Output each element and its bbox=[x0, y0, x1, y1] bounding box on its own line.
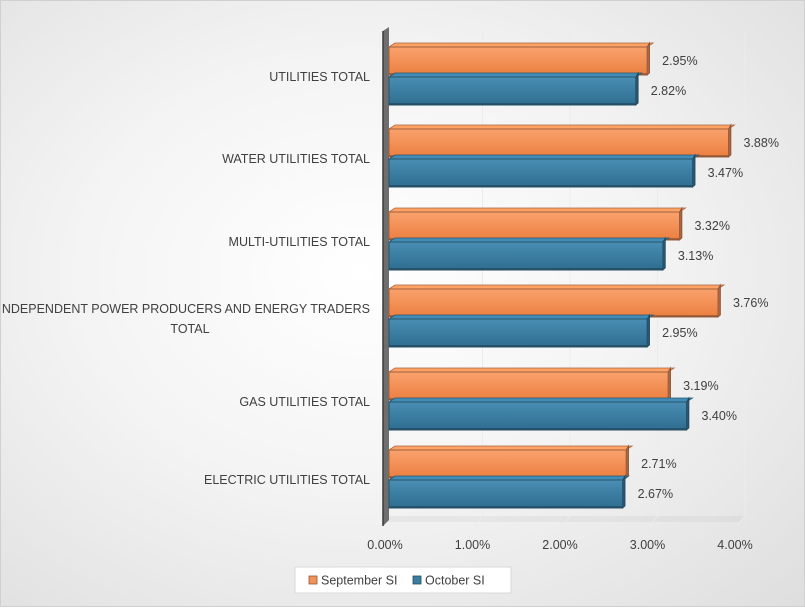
data-label: 3.47% bbox=[708, 166, 743, 180]
data-label: 2.71% bbox=[641, 457, 676, 471]
category-label: GAS UTILITIES TOTAL bbox=[239, 395, 370, 409]
data-label: 3.32% bbox=[695, 219, 730, 233]
bar-september bbox=[387, 283, 726, 318]
bar-top-face bbox=[387, 72, 644, 78]
bar-september bbox=[387, 123, 736, 158]
gridlines bbox=[383, 31, 746, 527]
bar-october bbox=[387, 474, 630, 509]
category-label: WATER UTILITIES TOTAL bbox=[222, 152, 370, 166]
bar-front-face bbox=[388, 288, 719, 318]
bar-top-face bbox=[387, 42, 655, 48]
bar-october bbox=[387, 71, 644, 106]
gridline-floor bbox=[736, 515, 746, 527]
data-label: 3.13% bbox=[678, 249, 713, 263]
bar-october bbox=[387, 153, 700, 188]
bar-september bbox=[387, 366, 676, 401]
category-label: MULTI-UTILITIES TOTAL bbox=[229, 235, 371, 249]
bar-front-face bbox=[388, 76, 637, 106]
data-label: 2.82% bbox=[651, 84, 686, 98]
bar-front-face bbox=[388, 479, 624, 509]
bar-front-face bbox=[388, 158, 694, 188]
bar-front-face bbox=[388, 318, 648, 348]
data-label: 3.76% bbox=[733, 296, 768, 310]
chart-floor bbox=[383, 516, 745, 522]
legend-label: October SI bbox=[425, 574, 485, 588]
bar-front-face bbox=[388, 241, 664, 271]
category-label: UTILITIES TOTAL bbox=[269, 70, 370, 84]
legend-box bbox=[294, 566, 512, 594]
bar-top-face bbox=[387, 237, 671, 243]
data-label: 2.95% bbox=[662, 54, 697, 68]
data-label: 2.67% bbox=[638, 487, 673, 501]
bar-top-face bbox=[387, 397, 694, 403]
bar-top-face bbox=[387, 314, 655, 320]
legend-label: September SI bbox=[321, 574, 397, 588]
x-axis-ticks: 0.00% 1.00% 2.00% 3.00% 4.00% bbox=[367, 538, 752, 552]
legend-swatch bbox=[308, 575, 318, 585]
bar-october bbox=[387, 236, 671, 271]
data-labels: 2.95% 2.82% 3.88% 3.47% 3.32% 3.13% 3.76% 2.95%… bbox=[638, 54, 779, 501]
x-tick-label: 0.00% bbox=[367, 538, 402, 552]
axis-wall bbox=[383, 27, 389, 526]
bar-september bbox=[387, 444, 634, 479]
bar-front-face bbox=[388, 46, 648, 76]
data-label: 2.95% bbox=[662, 326, 697, 340]
data-label: 3.19% bbox=[683, 379, 718, 393]
bar-top-face bbox=[387, 207, 687, 213]
legend: September SI October SI bbox=[294, 566, 512, 594]
bar-top-face bbox=[387, 445, 634, 451]
bar-october bbox=[387, 313, 655, 348]
category-axis: UTILITIES TOTAL WATER UTILITIES TOTAL MULT… bbox=[0, 27, 389, 526]
data-label: 3.88% bbox=[744, 136, 779, 150]
bar-top-face bbox=[387, 475, 630, 481]
bar-october bbox=[387, 396, 694, 431]
bar-front-face bbox=[388, 211, 680, 241]
bar-top-face bbox=[387, 124, 736, 130]
bar-top-face bbox=[387, 154, 700, 160]
legend-swatch bbox=[412, 575, 422, 585]
bar-front-face bbox=[388, 401, 687, 431]
category-label: INDEPENDENT POWER PRODUCERS AND ENERGY T… bbox=[1, 302, 370, 336]
x-tick-label: 2.00% bbox=[542, 538, 577, 552]
x-tick-label: 1.00% bbox=[455, 538, 490, 552]
bar-front-face bbox=[388, 371, 669, 401]
bar-front-face bbox=[388, 128, 729, 158]
bars bbox=[387, 41, 736, 509]
bar-front-face bbox=[388, 449, 627, 479]
x-tick-label: 3.00% bbox=[630, 538, 665, 552]
data-label: 3.40% bbox=[702, 409, 737, 423]
x-tick-label: 4.00% bbox=[717, 538, 752, 552]
category-label: ELECTRIC UTILITIES TOTAL bbox=[204, 473, 370, 487]
bar-september bbox=[387, 206, 687, 241]
gridline-floor bbox=[474, 515, 483, 527]
gridline-floor bbox=[561, 515, 571, 527]
bar-september bbox=[387, 41, 655, 76]
bar-top-face bbox=[387, 284, 726, 290]
bar-top-face bbox=[387, 367, 676, 373]
gridline-floor bbox=[649, 515, 658, 527]
